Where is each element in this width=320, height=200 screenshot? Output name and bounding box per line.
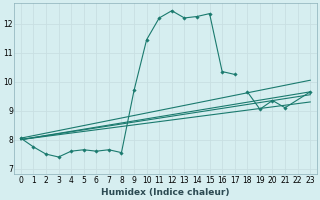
X-axis label: Humidex (Indice chaleur): Humidex (Indice chaleur) xyxy=(101,188,230,197)
